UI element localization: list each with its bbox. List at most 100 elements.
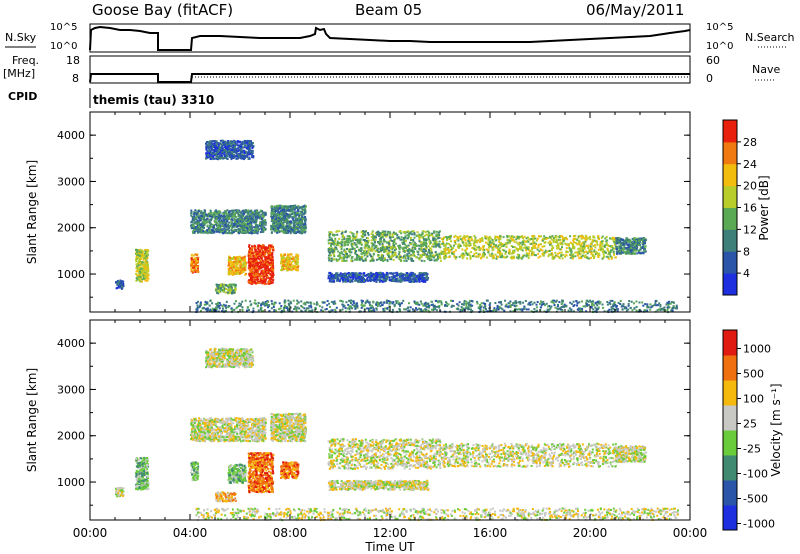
- power-data-cell: [604, 237, 607, 240]
- power-data-cell: [561, 235, 564, 238]
- power-data-cell: [191, 270, 194, 273]
- power-data-cell: [139, 262, 142, 265]
- power-data-cell: [250, 221, 253, 224]
- power-data-cell: [459, 245, 462, 247]
- power-data-cell: [146, 275, 149, 278]
- power-data-cell: [206, 141, 209, 144]
- power-data-cell: [369, 253, 372, 256]
- power-data-cell: [466, 244, 469, 247]
- power-data-cell: [242, 212, 245, 215]
- power-data-cell: [250, 280, 253, 283]
- power-data-cell: [202, 226, 205, 229]
- power-data-cell: [229, 142, 232, 145]
- power-data-cell: [216, 228, 219, 231]
- power-data-cell: [346, 256, 348, 259]
- power-data-cell: [336, 230, 339, 233]
- power-data-cell: [264, 249, 266, 251]
- power-data-cell: [612, 236, 615, 239]
- power-data-cell: [435, 230, 438, 233]
- power-data-cell: [217, 147, 220, 150]
- power-data-cell: [413, 253, 415, 256]
- power-data-cell: [300, 223, 303, 226]
- power-data-cell: [407, 232, 410, 235]
- power-data-cell: [330, 231, 333, 234]
- power-data-cell: [266, 269, 268, 272]
- power-data-cell: [328, 236, 331, 239]
- power-data-cell: [437, 234, 440, 236]
- power-data-cell: [140, 272, 143, 275]
- power-data-cell: [369, 260, 372, 262]
- power-data-cell: [146, 279, 149, 282]
- power-data-cell: [304, 222, 307, 225]
- power-data-cell: [256, 273, 259, 276]
- power-data-cell: [282, 255, 285, 258]
- power-data-cell: [292, 256, 294, 259]
- power-data-cell: [419, 241, 422, 244]
- power-data-cell: [301, 230, 304, 233]
- power-data-cell: [264, 228, 267, 230]
- power-data-cell: [432, 243, 435, 246]
- power-data-cell: [351, 256, 354, 259]
- power-data-cell: [404, 230, 407, 233]
- power-data-cell: [257, 225, 259, 228]
- power-data-cell: [255, 230, 258, 233]
- power-data-cell: [264, 253, 267, 256]
- power-data-cell: [272, 222, 275, 225]
- power-data-cell: [356, 230, 359, 233]
- power-data-cell: [268, 277, 271, 280]
- power-data-cell: [577, 235, 580, 238]
- power-data-cell: [293, 222, 296, 225]
- power-data-cell: [198, 217, 200, 220]
- power-data-cell: [206, 221, 209, 224]
- power-data-cell: [138, 274, 141, 277]
- power-data-cell: [225, 152, 228, 155]
- power-data-cell: [428, 240, 431, 243]
- power-data-cell: [270, 278, 273, 281]
- power-data-cell: [291, 213, 294, 215]
- power-data-cell: [198, 210, 201, 213]
- power-data-cell: [350, 243, 353, 246]
- power-data-cell: [527, 254, 530, 257]
- power-data-cell: [222, 283, 225, 286]
- power-data-cell: [211, 226, 214, 228]
- power-data-cell: [221, 215, 224, 218]
- power-data-cell: [215, 147, 218, 150]
- power-data-cell: [227, 289, 230, 292]
- power-data-cell: [193, 210, 196, 213]
- power-data-cell: [415, 245, 418, 248]
- power-data-cell: [249, 221, 252, 223]
- power-data-cell: [614, 256, 617, 259]
- power-data-cell: [271, 225, 274, 228]
- power-data-cell: [275, 215, 277, 218]
- power-data-cell: [370, 232, 373, 235]
- power-data-cell: [258, 274, 261, 277]
- power-data-cell: [207, 227, 210, 230]
- nave-tick-low: 0: [706, 72, 713, 85]
- power-data-cell: [460, 254, 463, 257]
- power-data-cell: [440, 250, 443, 253]
- power-data-cell: [488, 241, 491, 244]
- power-data-cell: [406, 234, 409, 237]
- power-data-cell: [209, 140, 212, 143]
- power-data-cell: [222, 212, 225, 215]
- power-data-cell: [256, 254, 259, 257]
- power-data-cell: [226, 232, 229, 235]
- power-data-cell: [193, 230, 196, 232]
- power-data-cell: [356, 256, 359, 258]
- power-data-cell: [231, 264, 234, 267]
- power-data-cell: [233, 224, 236, 227]
- power-data-cell: [270, 244, 273, 247]
- power-data-cell: [248, 220, 250, 223]
- power-data-cell: [286, 222, 289, 225]
- power-data-cell: [447, 247, 450, 249]
- power-data-cell: [405, 245, 408, 248]
- power-data-cell: [292, 217, 295, 220]
- power-data-cell: [220, 152, 223, 155]
- power-data-cell: [194, 271, 197, 273]
- power-data-cell: [333, 255, 336, 258]
- power-data-cell: [217, 226, 220, 229]
- power-data-cell: [263, 250, 266, 253]
- power-data-cell: [235, 209, 238, 212]
- power-data-cell: [428, 250, 431, 253]
- power-data-cell: [279, 217, 282, 220]
